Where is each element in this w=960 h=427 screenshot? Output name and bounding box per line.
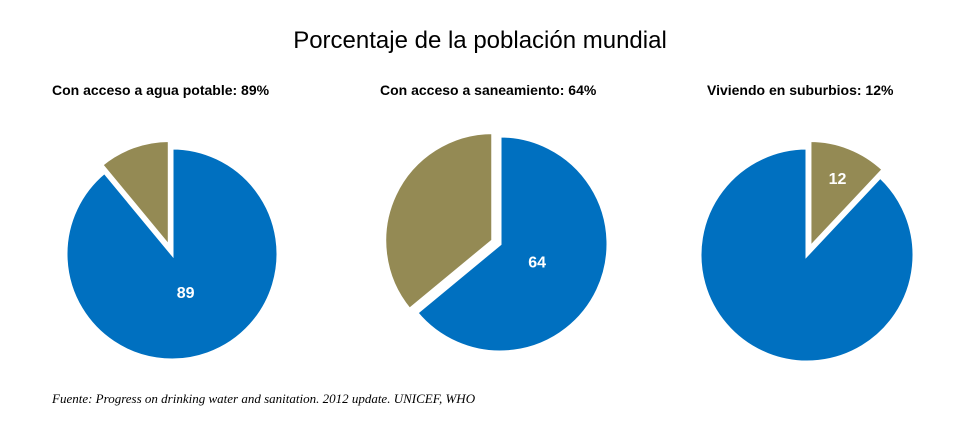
pie-1-data-label: 64: [528, 254, 546, 271]
pie-title-water: Con acceso a agua potable: 89%: [52, 82, 270, 98]
source-note: Fuente: Progress on drinking water and s…: [52, 391, 476, 406]
pie-0-slice-1: [99, 138, 171, 251]
pie-2-slice-1: [808, 139, 886, 252]
pie-2-slice-0: [698, 146, 916, 364]
chart-title: Porcentaje de la población mundial: [293, 27, 667, 54]
pie-title-slums: Viviendo en suburbios: 12%: [707, 82, 894, 98]
pie-1-slice-1: [383, 131, 495, 312]
pie-2-data-label: 12: [829, 171, 847, 188]
pie-1-slice-0: [414, 134, 610, 354]
pie-0-slice-0: [64, 146, 280, 362]
pie-title-sanitation: Con acceso a saneamiento: 64%: [380, 82, 597, 98]
pie-0-data-label: 89: [177, 285, 195, 302]
